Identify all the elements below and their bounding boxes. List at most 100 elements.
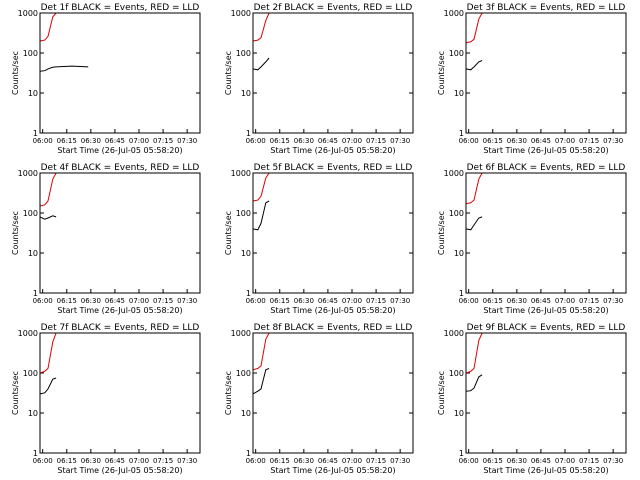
x-tick-label: 06:30	[507, 297, 527, 305]
y-tick-label: 100	[449, 49, 464, 58]
x-tick-label: 07:15	[153, 297, 173, 305]
x-axis-label: Start Time (26-Jul-05 05:58:20)	[57, 466, 182, 475]
x-tick-label: 06:15	[483, 297, 503, 305]
x-tick-label: 06:45	[318, 297, 338, 305]
y-tick-label: 1	[33, 449, 38, 458]
x-tick-label: 07:00	[342, 457, 362, 465]
y-tick-label: 10	[454, 89, 464, 98]
panel-title: Det 1f BLACK = Events, RED = LLD	[41, 3, 200, 13]
x-tick-label: 06:30	[294, 297, 314, 305]
events-series-line	[465, 374, 483, 392]
y-tick-label: 1	[246, 289, 251, 298]
panel-title: Det 3f BLACK = Events, RED = LLD	[467, 3, 626, 13]
panel-det-5: Det 5f BLACK = Events, RED = LLD 1 10 100 10…	[224, 163, 414, 315]
x-tick-label: 07:30	[603, 297, 623, 305]
y-tick-label: 10	[241, 89, 251, 98]
y-tick-label: 100	[449, 209, 464, 218]
x-tick-label: 06:30	[81, 457, 101, 465]
x-tick-label: 06:15	[483, 137, 503, 145]
panel-det-8: Det 8f BLACK = Events, RED = LLD 1 10 100 10…	[224, 323, 414, 475]
lld-series-line	[39, 332, 57, 374]
x-tick-label: 06:15	[270, 137, 290, 145]
y-tick-label: 1000	[18, 9, 38, 18]
x-axis-label: Start Time (26-Jul-05 05:58:20)	[483, 466, 608, 475]
panel-title: Det 4f BLACK = Events, RED = LLD	[41, 163, 200, 173]
plot-frame	[252, 12, 414, 134]
y-tick-label: 1000	[18, 329, 38, 338]
plot-frame	[465, 172, 627, 294]
events-series-line	[39, 377, 57, 395]
x-tick-label: 06:00	[246, 297, 266, 305]
y-tick-label: 1000	[231, 9, 251, 18]
x-tick-label: 06:45	[105, 137, 125, 145]
x-tick-label: 06:45	[531, 297, 551, 305]
y-tick-label: 1000	[444, 9, 464, 18]
x-axis-label: Start Time (26-Jul-05 05:58:20)	[270, 466, 395, 475]
panel-title: Det 2f BLACK = Events, RED = LLD	[254, 3, 413, 13]
events-series-line	[465, 216, 483, 231]
y-tick-label: 1	[33, 289, 38, 298]
panel-title: Det 5f BLACK = Events, RED = LLD	[254, 163, 413, 173]
y-tick-label: 10	[241, 249, 251, 258]
x-tick-label: 07:15	[366, 457, 386, 465]
events-series-line	[39, 215, 57, 220]
y-axis-label: Counts/sec	[437, 211, 446, 255]
plot-frame	[252, 332, 414, 454]
x-tick-label: 06:30	[507, 457, 527, 465]
x-tick-label: 06:00	[33, 297, 53, 305]
panel-det-4: Det 4f BLACK = Events, RED = LLD 1 10 100 10…	[11, 163, 201, 315]
x-tick-label: 06:00	[459, 137, 479, 145]
y-axis-label: Counts/sec	[437, 371, 446, 415]
y-axis-label: Counts/sec	[224, 371, 233, 415]
x-tick-label: 06:15	[270, 297, 290, 305]
events-series-line	[252, 200, 270, 231]
y-tick-label: 100	[449, 369, 464, 378]
y-tick-label: 1000	[444, 169, 464, 178]
y-tick-label: 10	[454, 249, 464, 258]
x-tick-label: 07:30	[177, 137, 197, 145]
y-tick-label: 10	[241, 409, 251, 418]
x-tick-label: 07:30	[177, 457, 197, 465]
y-axis-label: Counts/sec	[11, 51, 20, 95]
x-tick-label: 07:00	[129, 457, 149, 465]
y-tick-label: 1	[459, 129, 464, 138]
y-tick-label: 100	[236, 369, 251, 378]
y-tick-label: 100	[236, 209, 251, 218]
y-tick-label: 10	[28, 89, 38, 98]
y-tick-label: 10	[28, 409, 38, 418]
x-tick-label: 06:15	[57, 297, 77, 305]
events-series-line	[465, 60, 483, 71]
x-axis-label: Start Time (26-Jul-05 05:58:20)	[483, 146, 608, 155]
panel-det-2: Det 2f BLACK = Events, RED = LLD 1 10 100 10…	[224, 3, 414, 155]
x-tick-label: 06:30	[294, 457, 314, 465]
x-tick-label: 07:30	[390, 457, 410, 465]
plot-frame	[465, 332, 627, 454]
x-tick-label: 07:30	[390, 137, 410, 145]
panel-title: Det 8f BLACK = Events, RED = LLD	[254, 323, 413, 333]
x-tick-label: 07:00	[342, 297, 362, 305]
x-axis-label: Start Time (26-Jul-05 05:58:20)	[57, 146, 182, 155]
y-axis-label: Counts/sec	[437, 51, 446, 95]
x-tick-label: 07:00	[555, 297, 575, 305]
lld-series-line	[39, 12, 89, 42]
panel-det-6: Det 6f BLACK = Events, RED = LLD 1 10 100 10…	[437, 163, 627, 315]
x-tick-label: 07:15	[579, 137, 599, 145]
lld-series-line	[465, 332, 483, 374]
y-tick-label: 1	[33, 129, 38, 138]
x-tick-label: 06:00	[33, 457, 53, 465]
x-tick-label: 06:30	[294, 137, 314, 145]
events-series-line	[39, 65, 89, 72]
x-axis-label: Start Time (26-Jul-05 05:58:20)	[57, 306, 182, 315]
y-axis-label: Counts/sec	[224, 51, 233, 95]
x-tick-label: 06:45	[105, 457, 125, 465]
x-tick-label: 06:00	[33, 137, 53, 145]
panel-det-7: Det 7f BLACK = Events, RED = LLD 1 10 100 10…	[11, 323, 201, 475]
lld-series-line	[252, 12, 270, 42]
x-tick-label: 06:00	[459, 297, 479, 305]
x-tick-label: 06:30	[507, 137, 527, 145]
panel-title: Det 9f BLACK = Events, RED = LLD	[467, 323, 626, 333]
y-tick-label: 10	[28, 249, 38, 258]
plot-frame	[39, 12, 201, 134]
